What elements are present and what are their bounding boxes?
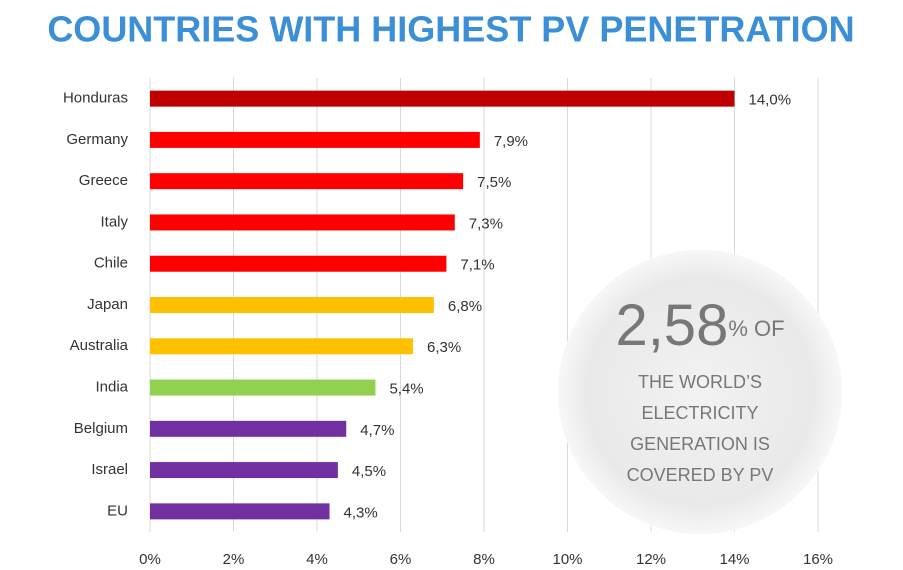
value-label: 7,9%	[494, 133, 528, 150]
y-tick-label: Honduras	[63, 90, 128, 107]
value-label: 7,3%	[469, 215, 503, 232]
bar	[150, 297, 434, 313]
y-tick-label: Greece	[79, 172, 128, 189]
annotation-line: COVERED BY PV	[627, 465, 774, 485]
bar	[150, 462, 338, 479]
bar	[150, 131, 480, 148]
x-tick-label: 6%	[390, 551, 412, 568]
x-tick-label: 4%	[306, 551, 328, 568]
value-label: 4,3%	[344, 504, 378, 521]
grid	[149, 78, 819, 532]
annotation-circle	[558, 250, 842, 534]
bar	[150, 379, 376, 396]
y-tick-label: Japan	[87, 296, 128, 313]
bar	[150, 214, 455, 231]
bar	[150, 255, 447, 272]
annotation-line: ELECTRICITY	[641, 403, 758, 423]
y-tick-label: Israel	[91, 461, 128, 478]
x-tick-label: 14%	[719, 551, 749, 568]
bar	[150, 338, 414, 355]
x-tick-label: 10%	[552, 551, 582, 568]
y-tick-label: Germany	[66, 131, 128, 148]
x-tick-label: 2%	[223, 551, 245, 568]
y-tick-label: EU	[107, 502, 128, 519]
bar	[150, 503, 330, 520]
bar	[150, 420, 347, 437]
value-label: 6,3%	[427, 339, 461, 356]
value-label: 4,7%	[360, 422, 394, 439]
value-label: 4,5%	[352, 463, 386, 480]
value-label: 14,0%	[749, 92, 792, 109]
annotation-big: 2,58	[615, 293, 728, 358]
annotation-headline: 2,58% OF	[615, 293, 784, 358]
bar	[150, 90, 735, 107]
y-tick-label: Belgium	[74, 420, 128, 437]
y-tick-label: Chile	[94, 255, 128, 272]
marks	[150, 90, 735, 520]
annotation-small: % OF	[728, 316, 784, 341]
y-tick-label: India	[95, 379, 128, 396]
bar	[150, 173, 464, 190]
y-tick-label: Italy	[100, 213, 128, 230]
x-tick-label: 8%	[473, 551, 495, 568]
y-tick-label: Australia	[70, 337, 129, 354]
value-label: 6,8%	[448, 298, 482, 315]
x-tick-label: 12%	[636, 551, 666, 568]
annotation-line: GENERATION IS	[630, 434, 770, 454]
x-tick-label: 16%	[803, 551, 833, 568]
value-label: 5,4%	[389, 381, 423, 398]
value-label: 7,5%	[477, 174, 511, 191]
x-tick-label: 0%	[139, 551, 161, 568]
value-label: 7,1%	[460, 257, 494, 274]
chart-title: COUNTRIES WITH HIGHEST PV PENETRATION	[47, 9, 854, 50]
annotation-line: THE WORLD’S	[638, 372, 762, 392]
